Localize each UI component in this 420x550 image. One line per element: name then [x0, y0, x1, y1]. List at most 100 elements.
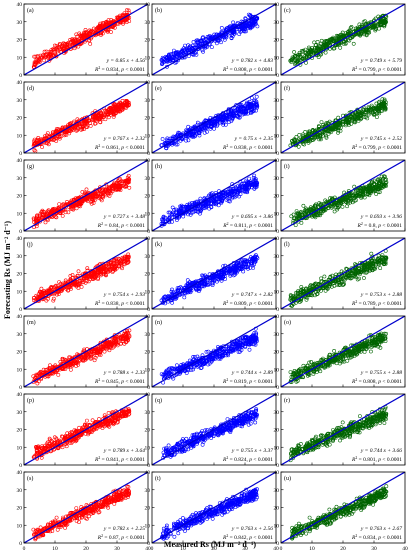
- data-point: [219, 40, 223, 45]
- data-point: [79, 35, 84, 39]
- data-point: [117, 257, 122, 262]
- data-point: [299, 220, 304, 225]
- data-point: [233, 111, 238, 115]
- panel-letter: (i): [284, 163, 290, 170]
- regression-equation: y = 0.75 x + 2.35: [234, 136, 274, 142]
- data-point: [295, 60, 300, 65]
- data-point: [230, 186, 235, 191]
- y-tick-label: 0: [147, 73, 150, 79]
- data-point: [67, 202, 72, 207]
- data-point: [97, 117, 102, 122]
- panel-letter: (a): [27, 7, 34, 14]
- data-point: [323, 50, 328, 55]
- r-squared-label: R2 = 0.861, p < 0.0001: [94, 144, 145, 151]
- data-point: [235, 111, 240, 116]
- data-point: [378, 22, 383, 27]
- data-point: [115, 187, 120, 192]
- data-point: [332, 209, 337, 214]
- data-point: [376, 181, 381, 186]
- data-point: [74, 280, 79, 285]
- data-point: [249, 96, 254, 101]
- data-point: [338, 128, 343, 133]
- data-point: [380, 109, 385, 113]
- data-point: [50, 208, 55, 213]
- data-point: [304, 55, 309, 59]
- data-point: [209, 45, 214, 50]
- data-point: [46, 208, 51, 213]
- data-point: [252, 103, 257, 108]
- y-tick-label: 0: [19, 307, 22, 313]
- data-point: [346, 117, 351, 122]
- y-tick-label: 10: [17, 133, 23, 139]
- data-point: [73, 39, 78, 43]
- y-tick-label: 20: [145, 272, 151, 278]
- data-point: [303, 47, 308, 52]
- data-point: [333, 202, 338, 207]
- y-tick-label: 10: [17, 289, 23, 295]
- data-point: [67, 131, 72, 136]
- data-point: [67, 124, 72, 129]
- r-squared-label: R2 = 0.838, p < 0.0001: [222, 144, 273, 151]
- data-point: [170, 212, 175, 217]
- data-point: [161, 296, 166, 301]
- data-point: [85, 123, 90, 128]
- data-point: [219, 278, 224, 283]
- data-point: [214, 118, 219, 123]
- y-tick-label: 20: [274, 116, 280, 122]
- data-point: [39, 286, 44, 291]
- data-point: [84, 29, 89, 34]
- y-tick-label: 40: [274, 80, 280, 86]
- data-point: [209, 204, 213, 209]
- y-tick-label: 30: [274, 176, 280, 182]
- data-point: [381, 184, 386, 189]
- data-point: [367, 190, 372, 195]
- data-point: [78, 33, 83, 37]
- data-point: [60, 213, 65, 218]
- data-point: [160, 137, 165, 141]
- data-point: [192, 46, 197, 51]
- data-point: [32, 148, 37, 153]
- scatter-points: [281, 160, 405, 231]
- data-point: [237, 263, 242, 268]
- data-point: [73, 124, 78, 129]
- data-point: [102, 265, 106, 270]
- data-point: [357, 32, 362, 37]
- reference-line: [152, 82, 276, 153]
- data-point: [113, 184, 118, 188]
- data-point: [180, 209, 184, 214]
- data-point: [126, 8, 131, 13]
- data-point: [234, 270, 239, 275]
- data-point: [101, 22, 106, 27]
- data-point: [234, 103, 239, 107]
- data-point: [58, 211, 63, 216]
- data-point: [331, 46, 336, 51]
- data-point: [105, 112, 110, 117]
- data-point: [51, 47, 55, 52]
- data-point: [42, 55, 47, 60]
- data-point: [225, 26, 229, 31]
- data-point: [333, 200, 338, 205]
- y-tick-label: 0: [147, 151, 150, 157]
- panel-letter: (h): [155, 163, 162, 170]
- data-point: [246, 181, 250, 186]
- data-point: [123, 99, 128, 103]
- data-point: [110, 270, 115, 274]
- data-point: [329, 36, 334, 41]
- scatter-points: [152, 4, 276, 75]
- data-point: [235, 268, 240, 273]
- data-point: [55, 48, 60, 52]
- y-tick-label: 30: [274, 98, 280, 104]
- data-point: [172, 213, 177, 217]
- data-point: [381, 184, 386, 189]
- data-point: [227, 113, 232, 118]
- data-point: [66, 210, 71, 215]
- data-point: [45, 52, 50, 57]
- data-point: [242, 23, 247, 28]
- data-point: [182, 295, 187, 300]
- data-point: [213, 202, 218, 207]
- data-point: [85, 34, 90, 38]
- data-point: [352, 194, 357, 199]
- data-point: [88, 42, 93, 46]
